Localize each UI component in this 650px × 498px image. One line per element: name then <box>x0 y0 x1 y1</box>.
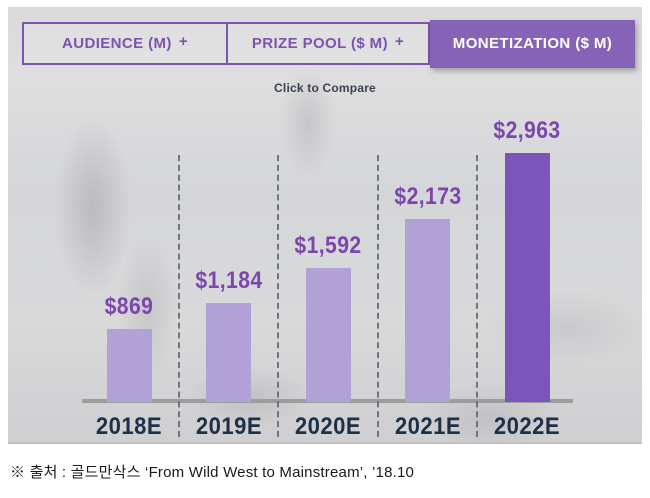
bar-2022E <box>504 153 550 402</box>
x-axis-label: 2022E <box>493 413 561 440</box>
tab-audience[interactable]: AUDIENCE (M) + <box>22 22 228 65</box>
bar-value-label: $1,592 <box>294 232 362 259</box>
separator-line <box>277 155 279 437</box>
bar-value-label: $2,173 <box>393 183 462 210</box>
separator-line <box>476 155 478 437</box>
bar-2018E <box>106 329 152 402</box>
x-axis-label: 2020E <box>294 413 362 440</box>
tab-prize-pool[interactable]: PRIZE POOL ($ M) + <box>226 22 430 65</box>
plus-icon: + <box>178 33 188 50</box>
tab-prize-pool-label: PRIZE POOL ($ M) <box>251 35 388 52</box>
separator-line <box>178 155 180 437</box>
x-axis-label: 2019E <box>195 413 262 440</box>
separator-line <box>377 155 379 437</box>
bar-2021E <box>405 219 450 402</box>
bar-2019E <box>206 303 251 402</box>
bar-value-label: $869 <box>104 293 154 320</box>
plus-icon: + <box>394 33 405 50</box>
bar-value-label: $1,184 <box>194 267 263 294</box>
bar-2020E <box>305 268 351 402</box>
tab-audience-label: AUDIENCE (M) <box>62 35 172 52</box>
source-citation: ※ 출처 : 골드만삭스 ‘From Wild West to Mainstre… <box>10 464 415 481</box>
bar-value-label: $2,963 <box>493 117 561 144</box>
tab-monetization[interactable]: MONETIZATION ($ M) <box>430 20 635 68</box>
x-axis-label: 2021E <box>394 413 461 440</box>
click-to-compare-hint: Click to Compare <box>274 81 376 95</box>
x-axis-label: 2018E <box>95 413 163 440</box>
tab-monetization-label: MONETIZATION ($ M) <box>452 35 613 52</box>
